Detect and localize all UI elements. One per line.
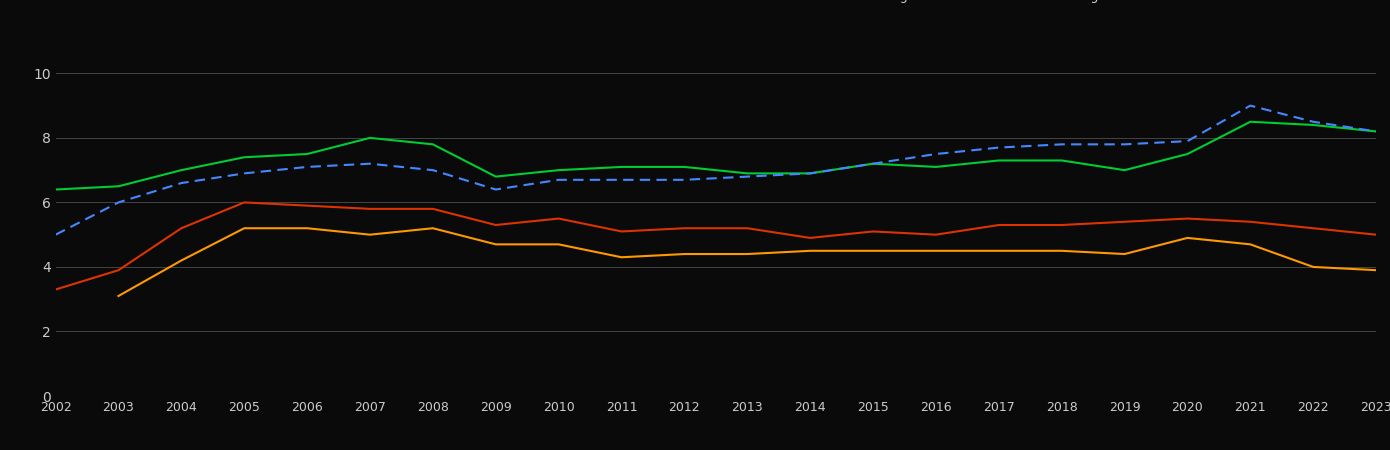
Legend: England and Wales, Darlington, Durham, North Yorkshire: England and Wales, Darlington, Durham, N… (841, 0, 1371, 8)
